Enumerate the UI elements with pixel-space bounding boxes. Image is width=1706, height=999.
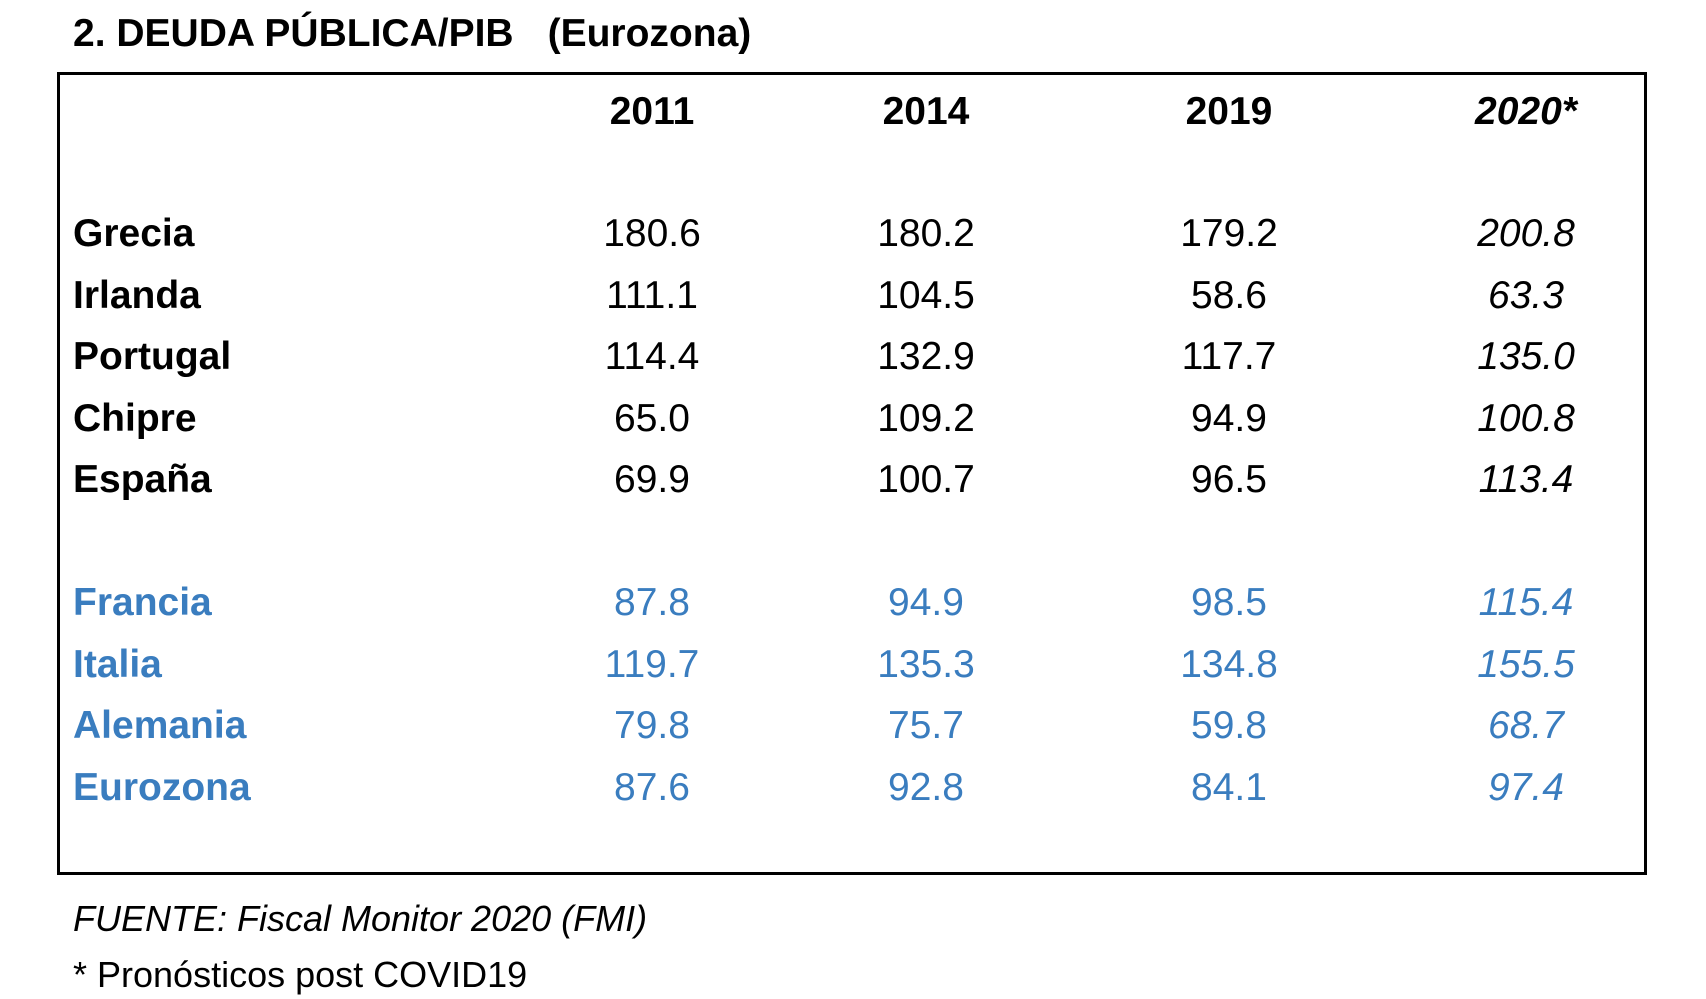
row-label: Eurozona — [73, 766, 251, 809]
table-cell: 115.4 — [1478, 581, 1574, 624]
row-label: Grecia — [73, 212, 195, 255]
row-label: España — [73, 458, 212, 501]
table-frame — [57, 72, 1647, 875]
column-header-2019: 2019 — [1185, 90, 1273, 133]
forecast-note: * Pronósticos post COVID19 — [73, 954, 528, 995]
table-cell: 114.4 — [604, 335, 700, 378]
row-label: Portugal — [73, 335, 232, 378]
table-cell: 69.9 — [614, 458, 690, 501]
title-main: 2. DEUDA PÚBLICA/PIB — [73, 12, 514, 55]
table-cell: 87.6 — [614, 766, 690, 809]
table-cell: 179.2 — [1180, 212, 1278, 255]
table-cell: 134.8 — [1180, 643, 1278, 686]
table-cell: 94.9 — [888, 581, 964, 624]
table-cell: 98.5 — [1191, 581, 1267, 624]
table-cell: 132.9 — [877, 335, 975, 378]
row-label: Francia — [73, 581, 212, 624]
source-note: FUENTE: Fiscal Monitor 2020 (FMI) — [73, 898, 648, 939]
table-cell: 87.8 — [614, 581, 690, 624]
table-cell: 104.5 — [877, 274, 975, 317]
table-cell: 200.8 — [1477, 212, 1575, 255]
table-cell: 75.7 — [888, 704, 964, 747]
table-cell: 97.4 — [1488, 766, 1564, 809]
table-cell: 58.6 — [1191, 274, 1267, 317]
table-cell: 79.8 — [614, 704, 690, 747]
table-cell: 111.1 — [606, 274, 698, 317]
column-header-2020: 2020* — [1475, 90, 1577, 133]
table-cell: 63.3 — [1488, 274, 1564, 317]
table-cell: 155.5 — [1477, 643, 1575, 686]
table-cell: 100.8 — [1477, 397, 1575, 440]
row-label: Chipre — [73, 397, 197, 440]
table-cell: 109.2 — [877, 397, 975, 440]
table-cell: 59.8 — [1191, 704, 1267, 747]
table-cell: 180.6 — [603, 212, 701, 255]
table-cell: 68.7 — [1488, 704, 1564, 747]
column-header-2014: 2014 — [882, 90, 970, 133]
table-cell: 92.8 — [888, 766, 964, 809]
table-cell: 100.7 — [877, 458, 975, 501]
table-cell: 119.7 — [604, 643, 700, 686]
row-label: Irlanda — [73, 274, 201, 317]
table-cell: 96.5 — [1191, 458, 1267, 501]
table-cell: 94.9 — [1191, 397, 1267, 440]
table-cell: 180.2 — [877, 212, 975, 255]
table-cell: 135.3 — [877, 643, 975, 686]
table-cell: 113.4 — [1478, 458, 1574, 501]
table-cell: 117.7 — [1181, 335, 1277, 378]
row-label: Alemania — [73, 704, 247, 747]
table-cell: 84.1 — [1191, 766, 1267, 809]
column-header-2011: 2011 — [609, 90, 695, 133]
page-title: 2. DEUDA PÚBLICA/PIB (Eurozona) — [73, 14, 751, 53]
title-subtitle: (Eurozona) — [547, 12, 752, 55]
table-cell: 65.0 — [614, 397, 690, 440]
table-cell: 135.0 — [1477, 335, 1575, 378]
row-label: Italia — [73, 643, 162, 686]
